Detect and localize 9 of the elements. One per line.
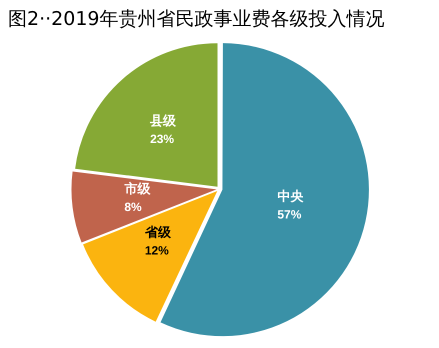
slice-label: 市级	[123, 181, 152, 198]
data-label: 23%	[150, 132, 174, 146]
data-label: 12%	[144, 244, 170, 258]
data-label: 8%	[124, 200, 142, 214]
slice-label: 县级	[149, 114, 178, 130]
slice-label: 省级	[144, 226, 172, 241]
data-label: 57%	[277, 207, 302, 222]
slice-label: 中央	[277, 189, 304, 204]
chart-title: 图2··2019年贵州省民政事业费各级投入情况	[7, 7, 386, 32]
